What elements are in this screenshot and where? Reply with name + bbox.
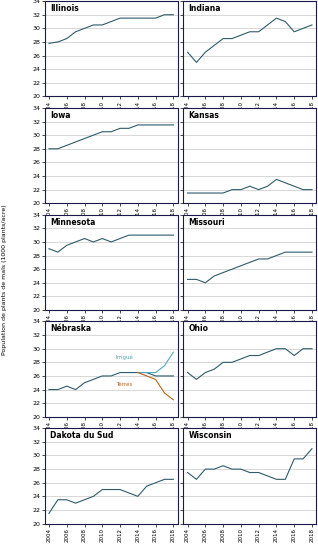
Text: Indiana: Indiana (189, 4, 221, 13)
Text: Iowa: Iowa (50, 111, 70, 120)
Text: Population de plants de maïs (1000 plants/acre): Population de plants de maïs (1000 plant… (2, 205, 7, 355)
Text: Ohio: Ohio (189, 324, 209, 333)
Text: Kansas: Kansas (189, 111, 219, 120)
Text: Missouri: Missouri (189, 217, 225, 227)
Text: Terres: Terres (116, 382, 132, 387)
Text: Illinois: Illinois (50, 4, 79, 13)
Text: Irrigué: Irrigué (116, 354, 134, 360)
Text: Minnesota: Minnesota (50, 217, 95, 227)
Text: Nébraska: Nébraska (50, 324, 91, 333)
Text: Dakota du Sud: Dakota du Sud (50, 431, 113, 440)
Text: Wisconsin: Wisconsin (189, 431, 232, 440)
